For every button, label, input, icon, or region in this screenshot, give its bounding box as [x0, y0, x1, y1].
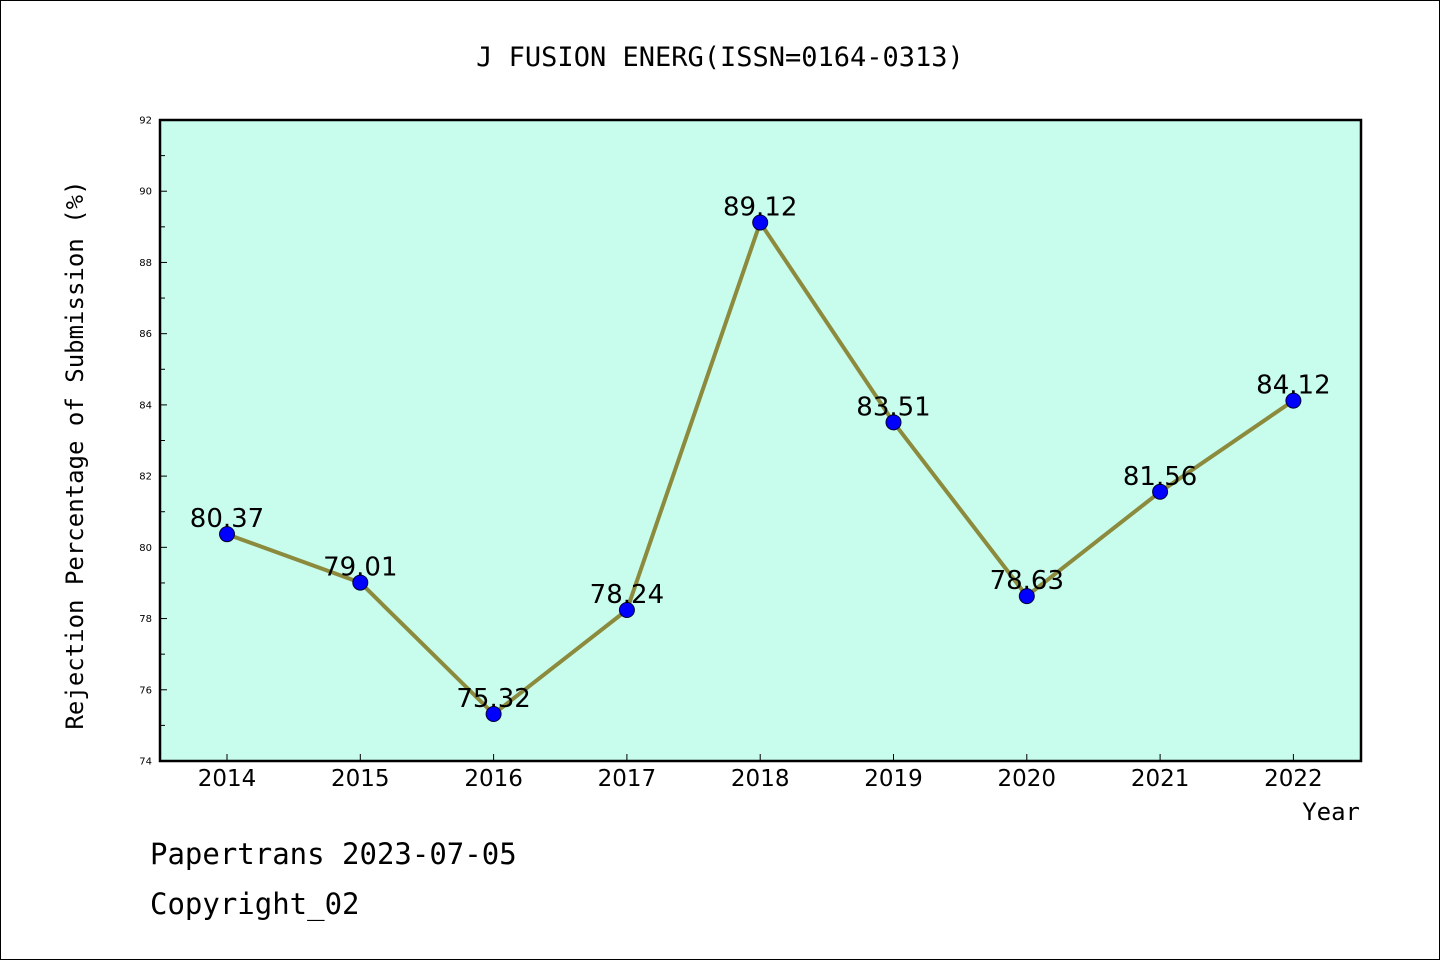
- footer-copyright: Copyright_02: [150, 887, 360, 922]
- data-label: 83.51: [856, 392, 930, 422]
- data-label: 78.63: [990, 566, 1064, 596]
- data-label: 75.32: [456, 684, 530, 714]
- data-point: [485, 705, 502, 722]
- y-tick-label: 84: [139, 400, 152, 411]
- data-label: 78.24: [590, 580, 664, 610]
- x-axis-ticks: 2014 2015 2016 2017 2018 2019 2020 2021 2022: [198, 754, 1323, 792]
- x-tick-label: 2022: [1264, 766, 1323, 792]
- x-tick-label: 2014: [198, 766, 257, 792]
- data-point: [752, 214, 769, 231]
- x-axis-label: Year: [1302, 798, 1360, 826]
- y-tick-label: 82: [139, 472, 152, 483]
- x-tick-label: 2019: [864, 766, 923, 792]
- data-markers: [219, 214, 1302, 722]
- x-tick-label: 2021: [1131, 766, 1190, 792]
- data-label: 81.56: [1123, 462, 1197, 492]
- y-tick-label: 78: [139, 614, 152, 625]
- y-tick-label: 80: [139, 543, 152, 554]
- data-label: 79.01: [323, 553, 397, 583]
- data-point: [352, 574, 369, 591]
- data-point: [618, 602, 635, 619]
- data-label: 84.12: [1256, 371, 1330, 401]
- x-tick-label: 2020: [998, 766, 1057, 792]
- y-tick-label: 92: [139, 116, 152, 127]
- data-labels: 80.37 79.01 75.32 78.24 89.12 83.51 78.63 81.56…: [190, 193, 1331, 714]
- y-axis-label: Rejection Percentage of Submission (%): [61, 180, 89, 729]
- y-tick-label: 88: [139, 258, 152, 269]
- data-point: [1152, 483, 1169, 500]
- x-tick-label: 2017: [598, 766, 657, 792]
- plot-border: [158, 118, 1363, 763]
- x-tick-label: 2016: [464, 766, 523, 792]
- footer-date: Papertrans 2023-07-05: [150, 837, 517, 871]
- y-tick-label: 90: [139, 187, 152, 198]
- chart-title: J FUSION ENERG(ISSN=0164-0313): [476, 42, 964, 73]
- x-tick-label: 2018: [731, 766, 790, 792]
- data-point: [1285, 392, 1302, 409]
- y-tick-label: 76: [139, 685, 152, 696]
- x-tick-label: 2015: [331, 766, 390, 792]
- y-tick-label: 74: [139, 757, 152, 768]
- data-point: [1018, 588, 1035, 605]
- data-label: 80.37: [190, 504, 264, 534]
- data-point: [885, 414, 902, 431]
- data-point: [219, 526, 235, 543]
- y-tick-label: 86: [139, 329, 152, 340]
- data-label: 89.12: [723, 193, 797, 223]
